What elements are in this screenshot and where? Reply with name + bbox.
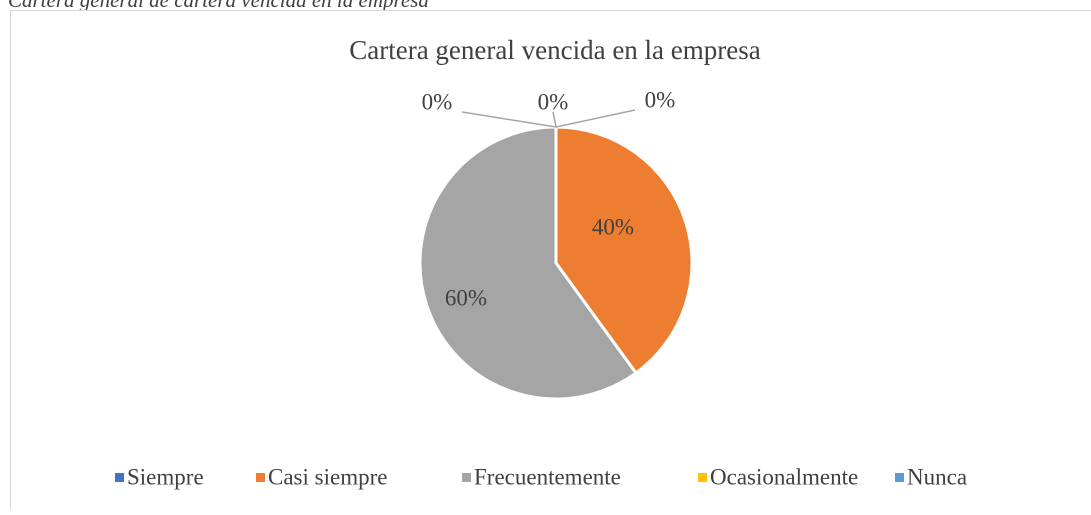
data-label: 0%: [538, 89, 569, 114]
legend-label: Frecuentemente: [474, 464, 621, 489]
legend-label: Casi siempre: [268, 464, 387, 489]
legend-swatch: [462, 473, 471, 482]
chart-title: Cartera general vencida en la empresa: [349, 35, 761, 65]
legend-label: Ocasionalmente: [710, 464, 858, 489]
legend-swatch: [256, 473, 265, 482]
data-label: 40%: [592, 214, 634, 239]
legend-swatch: [895, 473, 904, 482]
data-label: 0%: [645, 87, 676, 112]
data-label: 0%: [422, 89, 453, 114]
legend-label: Siempre: [127, 464, 204, 489]
data-label: 60%: [445, 285, 487, 310]
legend-label: Nunca: [907, 464, 967, 489]
legend-swatch: [698, 473, 707, 482]
legend-swatch: [115, 473, 124, 482]
